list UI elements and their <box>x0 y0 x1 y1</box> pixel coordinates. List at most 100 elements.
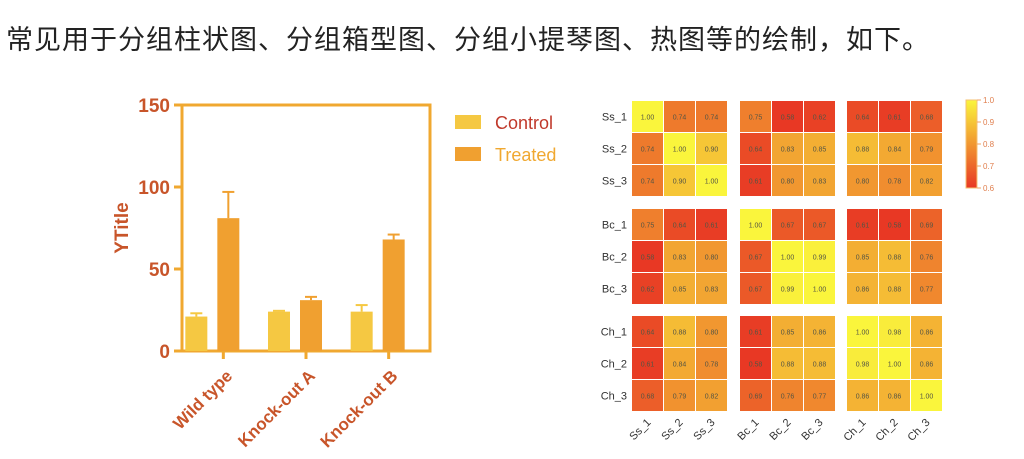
cell-value: 0.86 <box>920 330 934 337</box>
heatmap-cell <box>911 273 942 304</box>
cell-value: 0.74 <box>641 179 655 186</box>
col-label: Ch_2 <box>874 417 901 444</box>
heatmap-cell <box>740 316 771 347</box>
y-tick-label: 50 <box>149 260 170 281</box>
cell-value: 0.86 <box>920 362 934 369</box>
cell-value: 0.64 <box>641 330 655 337</box>
heatmap-cell <box>696 241 727 272</box>
heatmap-cell <box>804 209 835 240</box>
cell-value: 0.88 <box>888 287 902 294</box>
heatmap-cell <box>847 380 878 411</box>
heatmap-cell <box>740 133 771 164</box>
cell-value: 0.76 <box>920 255 934 262</box>
cell-value: 0.84 <box>673 362 687 369</box>
cell-value: 0.83 <box>781 147 795 154</box>
cell-value: 0.86 <box>856 394 870 401</box>
heatmap-cell <box>911 165 942 196</box>
cell-value: 0.74 <box>641 147 655 154</box>
heatmap-cell <box>664 101 695 132</box>
cell-value: 0.67 <box>749 287 763 294</box>
cell-value: 0.86 <box>813 330 827 337</box>
cell-value: 0.80 <box>856 179 870 186</box>
bar-treated <box>217 218 240 351</box>
cell-value: 0.68 <box>920 115 934 122</box>
cell-value: 0.77 <box>920 287 934 294</box>
heatmap-cell <box>847 165 878 196</box>
cell-value: 0.86 <box>856 287 870 294</box>
row-label: Ch_3 <box>601 391 627 403</box>
cell-value: 0.79 <box>920 147 934 154</box>
heatmap-cell <box>911 133 942 164</box>
bar-control <box>268 311 290 351</box>
cell-value: 0.99 <box>813 255 827 262</box>
heatmap-cell <box>879 101 910 132</box>
cell-value: 0.82 <box>705 394 719 401</box>
heatmap-cell <box>804 380 835 411</box>
col-label: Ch_3 <box>906 417 933 444</box>
heatmap-cell <box>879 348 910 379</box>
heatmap-cell <box>879 209 910 240</box>
x-tick-label: Wild type <box>169 366 236 433</box>
heatmap-cell <box>632 273 663 304</box>
heatmap-cell <box>772 348 803 379</box>
col-label: Bc_2 <box>767 417 793 443</box>
heatmap-cell <box>879 165 910 196</box>
heatmap-cell <box>632 165 663 196</box>
cell-value: 0.88 <box>813 362 827 369</box>
cell-value: 1.00 <box>856 330 870 337</box>
y-tick-label: 150 <box>138 96 170 117</box>
x-tick-label: Knock-out A <box>234 366 318 450</box>
cell-value: 1.00 <box>781 255 795 262</box>
cell-value: 0.76 <box>781 394 795 401</box>
heatmap-cell <box>664 209 695 240</box>
row-label: Ch_2 <box>601 359 627 371</box>
cell-value: 0.80 <box>781 179 795 186</box>
cell-value: 0.61 <box>888 115 902 122</box>
heatmap-cell <box>740 380 771 411</box>
heatmap-cell <box>911 101 942 132</box>
heatmap-cell <box>664 133 695 164</box>
cell-value: 0.62 <box>641 287 655 294</box>
cell-value: 1.00 <box>641 115 655 122</box>
heatmap-cell <box>696 380 727 411</box>
heatmap-cell <box>772 273 803 304</box>
row-label: Bc_1 <box>602 220 627 232</box>
heatmap-cell <box>740 165 771 196</box>
y-tick-label: 0 <box>159 342 170 363</box>
cell-value: 0.58 <box>641 255 655 262</box>
y-tick-label: 100 <box>138 178 170 199</box>
heatmap-cell <box>740 209 771 240</box>
cell-value: 0.88 <box>888 255 902 262</box>
row-label: Ch_1 <box>601 327 627 339</box>
legend-swatch <box>455 147 481 161</box>
colorbar-label: 0.9 <box>983 118 995 127</box>
row-label: Ss_3 <box>602 176 627 188</box>
heatmap-cell <box>664 316 695 347</box>
y-axis-label: YTitle <box>112 202 133 253</box>
cell-value: 0.74 <box>705 115 719 122</box>
cell-value: 0.85 <box>856 255 870 262</box>
col-label: Ss_2 <box>659 417 685 443</box>
heatmap-cell <box>911 380 942 411</box>
heatmap-cell <box>772 380 803 411</box>
heatmap-cell <box>772 241 803 272</box>
heatmap-cell <box>696 316 727 347</box>
col-label: Ss_3 <box>691 417 717 443</box>
cell-value: 0.85 <box>673 287 687 294</box>
cell-value: 0.58 <box>749 362 763 369</box>
cell-value: 0.83 <box>705 287 719 294</box>
heatmap-cell <box>696 348 727 379</box>
heatmap-cell <box>911 241 942 272</box>
row-label: Bc_2 <box>602 252 627 264</box>
heatmap-cell <box>847 348 878 379</box>
legend-swatch <box>455 115 481 129</box>
heatmap-cell <box>804 241 835 272</box>
colorbar-label: 0.8 <box>983 140 995 149</box>
cell-value: 0.99 <box>781 287 795 294</box>
heatmap-cell <box>847 133 878 164</box>
cell-value: 0.61 <box>856 223 870 230</box>
x-tick-label: Knock-out B <box>317 366 402 451</box>
cell-value: 0.75 <box>641 223 655 230</box>
heatmap-cell <box>847 273 878 304</box>
cell-value: 0.90 <box>673 179 687 186</box>
